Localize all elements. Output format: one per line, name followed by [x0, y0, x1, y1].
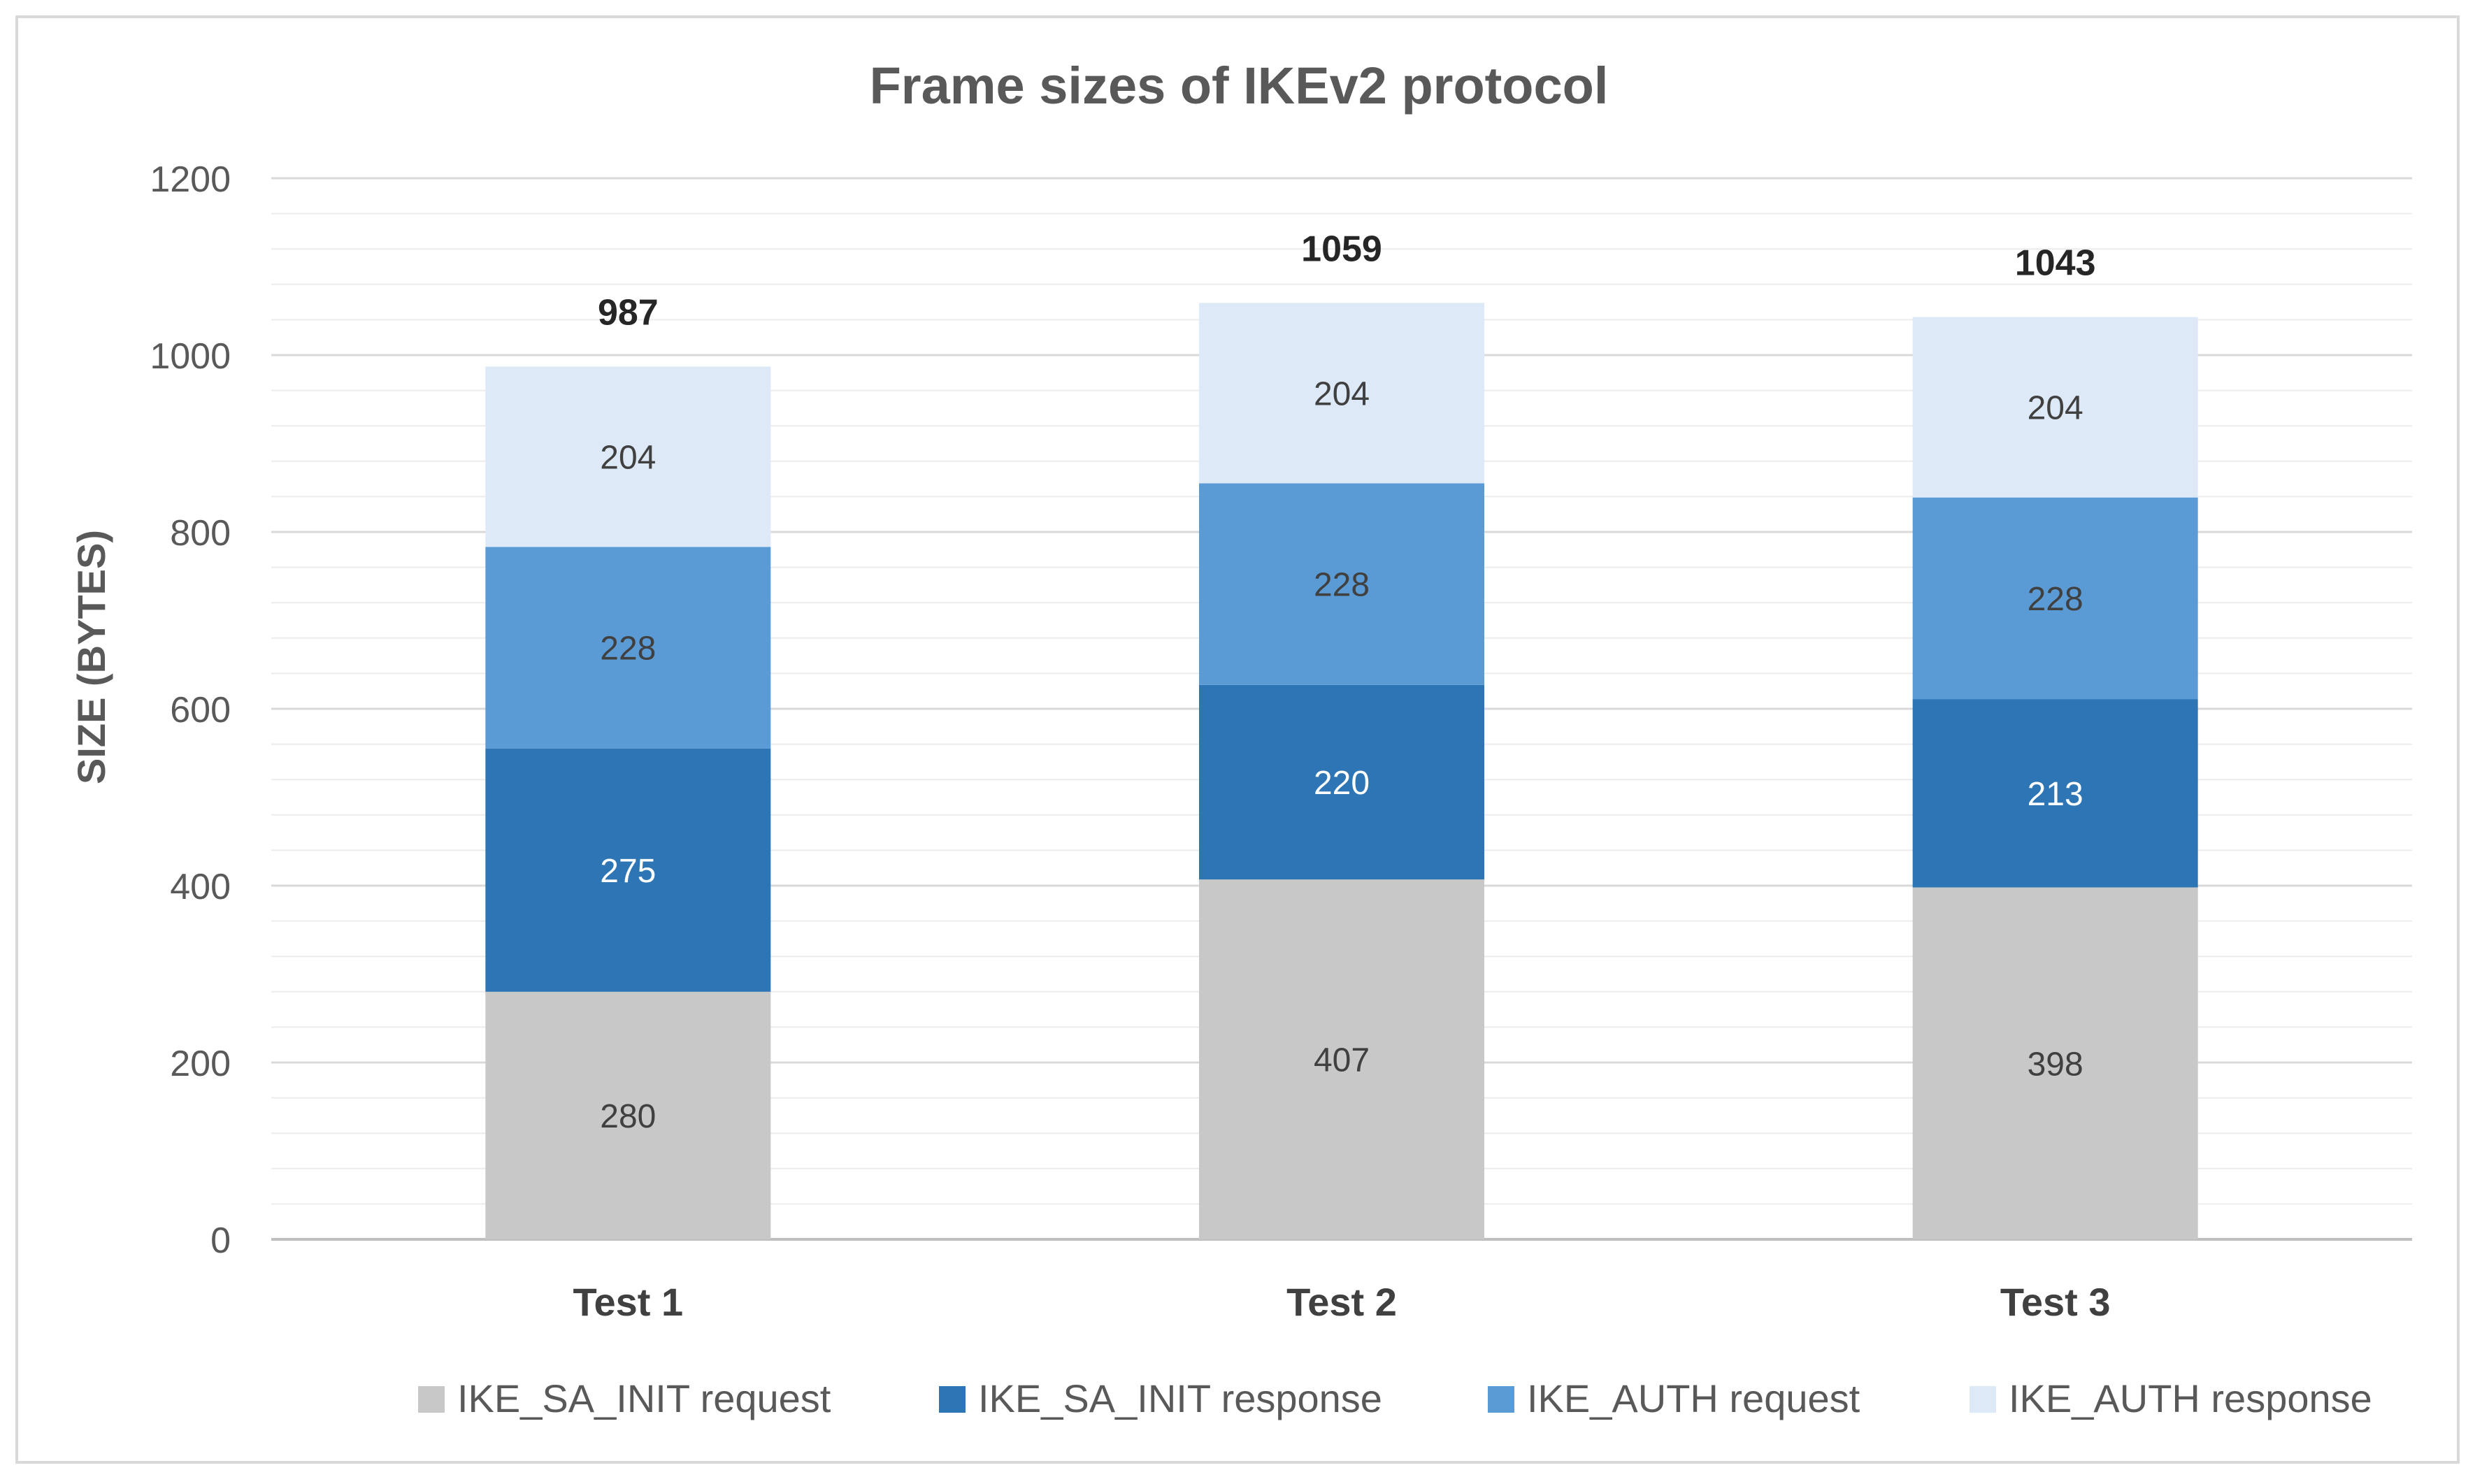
bar-segment	[1199, 684, 1484, 880]
bar-segment	[1912, 699, 2198, 888]
bar-segment	[1912, 317, 2198, 498]
bar-segment	[1912, 887, 2198, 1239]
legend-label: IKE_SA_INIT response	[978, 1376, 1382, 1420]
segment-labels: 280 275 228 204 407 220 228 204 398 213 228 204	[600, 375, 2083, 1135]
y-tick-label: 400	[170, 867, 231, 907]
legend-label: IKE_SA_INIT request	[457, 1376, 831, 1420]
data-label: 275	[600, 853, 656, 890]
legend-label: IKE_AUTH response	[2009, 1376, 2372, 1420]
bar-segment	[485, 366, 771, 547]
legend: IKE_SA_INIT request IKE_SA_INIT response I…	[418, 1376, 2372, 1420]
bar-segment	[1199, 483, 1484, 685]
bar-segment	[1199, 303, 1484, 484]
data-label: 220	[1314, 765, 1370, 802]
bar-segment	[1199, 879, 1484, 1239]
legend-swatch	[418, 1386, 445, 1413]
y-tick-label: 800	[170, 513, 231, 554]
bar-segment	[485, 748, 771, 992]
y-tick-label: 200	[170, 1044, 231, 1084]
total-labels: 987 1059 1043	[598, 229, 2096, 333]
bars	[485, 303, 2198, 1239]
data-label: 228	[1314, 567, 1370, 604]
data-label: 228	[600, 631, 656, 668]
legend-label: IKE_AUTH request	[1527, 1376, 1860, 1420]
category-label: Test 3	[2000, 1280, 2111, 1324]
category-label: Test 2	[1286, 1280, 1397, 1324]
legend-swatch	[1488, 1386, 1514, 1413]
bar-segment	[1912, 497, 2198, 700]
y-tick-label: 0	[210, 1220, 231, 1261]
total-label: 987	[598, 292, 659, 333]
y-tick-label: 1000	[150, 336, 231, 377]
bar-segment	[485, 991, 771, 1239]
bar-segment	[485, 547, 771, 749]
category-label: Test 1	[573, 1280, 683, 1324]
legend-swatch	[939, 1386, 966, 1413]
legend-swatch	[1970, 1386, 1996, 1413]
data-label: 204	[2028, 390, 2083, 427]
y-axis-ticks: 0 200 400 600 800 1000 1200	[150, 159, 231, 1261]
x-axis-ticks: Test 1 Test 2 Test 3	[573, 1280, 2110, 1324]
data-label: 228	[2028, 581, 2083, 618]
data-label: 398	[2028, 1046, 2083, 1083]
chart-title: Frame sizes of IKEv2 protocol	[870, 57, 1609, 115]
total-label: 1059	[1301, 229, 1382, 269]
data-label: 204	[600, 439, 656, 476]
data-label: 280	[600, 1098, 656, 1135]
y-tick-label: 1200	[150, 159, 231, 200]
total-label: 1043	[2015, 243, 2096, 284]
data-label: 213	[2028, 776, 2083, 813]
data-label: 204	[1314, 375, 1370, 412]
data-label: 407	[1314, 1042, 1370, 1079]
y-axis-title: SIZE (BYTES)	[69, 530, 113, 784]
y-tick-label: 600	[170, 690, 231, 730]
